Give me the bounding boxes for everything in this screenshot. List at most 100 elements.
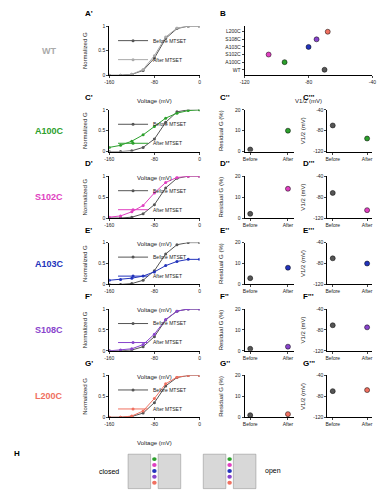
svg-text:Normalized G: Normalized G bbox=[82, 245, 88, 282]
svg-text:1: 1 bbox=[102, 107, 105, 113]
svg-text:Before: Before bbox=[325, 222, 340, 228]
svg-text:0: 0 bbox=[198, 79, 201, 85]
svg-text:-120: -120 bbox=[313, 348, 323, 354]
svg-text:C': C' bbox=[85, 93, 93, 102]
svg-text:After: After bbox=[283, 421, 294, 427]
svg-text:A103C: A103C bbox=[35, 259, 64, 269]
svg-text:-80: -80 bbox=[316, 194, 323, 200]
svg-text:-80: -80 bbox=[151, 222, 158, 228]
svg-text:-160: -160 bbox=[104, 288, 114, 294]
svg-text:-80: -80 bbox=[151, 156, 158, 162]
svg-text:0.5: 0.5 bbox=[98, 127, 105, 133]
svg-text:V1/2 (mV): V1/2 (mV) bbox=[300, 117, 306, 144]
svg-text:E': E' bbox=[85, 226, 92, 235]
svg-text:-40: -40 bbox=[316, 306, 323, 312]
svg-text:After: After bbox=[362, 156, 373, 162]
svg-text:0: 0 bbox=[102, 72, 105, 78]
svg-text:After: After bbox=[283, 288, 294, 294]
svg-text:Normalized G: Normalized G bbox=[82, 178, 88, 215]
svg-text:1: 1 bbox=[102, 239, 105, 245]
svg-text:closed: closed bbox=[99, 468, 119, 475]
svg-text:G'': G'' bbox=[220, 359, 230, 368]
svg-text:S108C: S108C bbox=[225, 36, 241, 42]
svg-text:-80: -80 bbox=[151, 288, 158, 294]
svg-text:open: open bbox=[265, 467, 281, 475]
svg-text:1: 1 bbox=[102, 372, 105, 378]
svg-text:Residual G (%): Residual G (%) bbox=[218, 110, 224, 151]
svg-text:Before: Before bbox=[325, 421, 340, 427]
svg-text:10: 10 bbox=[235, 327, 241, 333]
svg-text:L200C: L200C bbox=[226, 28, 241, 34]
svg-text:Before MTSET: Before MTSET bbox=[153, 38, 186, 44]
svg-text:A100C: A100C bbox=[225, 59, 241, 65]
svg-text:0: 0 bbox=[238, 281, 241, 287]
svg-text:-80: -80 bbox=[316, 260, 323, 266]
svg-text:Normalized G: Normalized G bbox=[82, 378, 88, 415]
svg-text:-40: -40 bbox=[316, 239, 323, 245]
svg-text:F'': F'' bbox=[220, 292, 229, 301]
svg-text:After: After bbox=[362, 421, 373, 427]
svg-text:0.5: 0.5 bbox=[98, 393, 105, 399]
svg-text:D'': D'' bbox=[220, 159, 230, 168]
svg-text:V1/2 (mV): V1/2 (mV) bbox=[300, 250, 306, 277]
svg-text:C'': C'' bbox=[220, 93, 230, 102]
svg-text:Residual G (%): Residual G (%) bbox=[218, 310, 224, 351]
svg-text:Before: Before bbox=[325, 288, 340, 294]
svg-text:0: 0 bbox=[102, 215, 105, 221]
svg-text:0.5: 0.5 bbox=[98, 260, 105, 266]
svg-text:-160: -160 bbox=[104, 421, 114, 427]
svg-text:F': F' bbox=[85, 292, 92, 301]
svg-text:Voltage (mV): Voltage (mV) bbox=[137, 307, 172, 313]
svg-text:-80: -80 bbox=[305, 79, 312, 85]
svg-text:Before: Before bbox=[243, 156, 258, 162]
svg-text:-120: -120 bbox=[313, 414, 323, 420]
svg-text:0: 0 bbox=[102, 281, 105, 287]
svg-text:After: After bbox=[283, 156, 294, 162]
svg-text:0: 0 bbox=[238, 148, 241, 154]
svg-text:0: 0 bbox=[198, 421, 201, 427]
svg-text:0.5: 0.5 bbox=[98, 47, 105, 53]
svg-text:E''': E''' bbox=[303, 226, 314, 235]
svg-text:-120: -120 bbox=[240, 79, 250, 85]
svg-text:A': A' bbox=[85, 9, 93, 18]
svg-text:L200C: L200C bbox=[35, 391, 63, 401]
svg-text:B: B bbox=[220, 9, 226, 18]
svg-text:0: 0 bbox=[238, 348, 241, 354]
svg-text:20: 20 bbox=[235, 173, 241, 179]
svg-text:0.5: 0.5 bbox=[98, 194, 105, 200]
svg-text:-80: -80 bbox=[316, 127, 323, 133]
svg-text:After MTSET: After MTSET bbox=[153, 57, 182, 63]
svg-text:0: 0 bbox=[198, 156, 201, 162]
svg-text:Normalized G: Normalized G bbox=[82, 311, 88, 348]
svg-text:V1/2 (mV): V1/2 (mV) bbox=[300, 316, 306, 343]
svg-text:1: 1 bbox=[102, 173, 105, 179]
svg-text:-40: -40 bbox=[369, 79, 376, 85]
svg-text:Before: Before bbox=[243, 355, 258, 361]
svg-text:After: After bbox=[283, 222, 294, 228]
svg-text:Residual G (%): Residual G (%) bbox=[218, 177, 224, 218]
svg-text:After: After bbox=[362, 355, 373, 361]
svg-text:Before MTSET: Before MTSET bbox=[153, 387, 186, 393]
svg-text:After: After bbox=[283, 355, 294, 361]
svg-text:20: 20 bbox=[235, 239, 241, 245]
svg-text:-40: -40 bbox=[316, 107, 323, 113]
svg-text:Voltage (mV): Voltage (mV) bbox=[137, 241, 172, 247]
svg-text:C''': C''' bbox=[303, 93, 315, 102]
svg-text:V1/2 (mV): V1/2 (mV) bbox=[295, 98, 322, 104]
svg-text:V1/2 (mV): V1/2 (mV) bbox=[300, 383, 306, 410]
svg-text:-120: -120 bbox=[313, 215, 323, 221]
svg-text:V1/2 (mV): V1/2 (mV) bbox=[300, 184, 306, 211]
svg-text:10: 10 bbox=[235, 393, 241, 399]
svg-text:-160: -160 bbox=[104, 79, 114, 85]
svg-text:0: 0 bbox=[238, 414, 241, 420]
svg-text:0: 0 bbox=[102, 348, 105, 354]
svg-text:-40: -40 bbox=[316, 372, 323, 378]
svg-text:Before MTSET: Before MTSET bbox=[153, 254, 186, 260]
svg-text:Residual G (%): Residual G (%) bbox=[218, 243, 224, 284]
svg-text:Before: Before bbox=[325, 156, 340, 162]
svg-text:D': D' bbox=[85, 159, 93, 168]
svg-text:WT: WT bbox=[42, 46, 56, 56]
svg-text:After: After bbox=[362, 288, 373, 294]
svg-text:Before MTSET: Before MTSET bbox=[153, 121, 186, 127]
svg-text:Before: Before bbox=[243, 421, 258, 427]
